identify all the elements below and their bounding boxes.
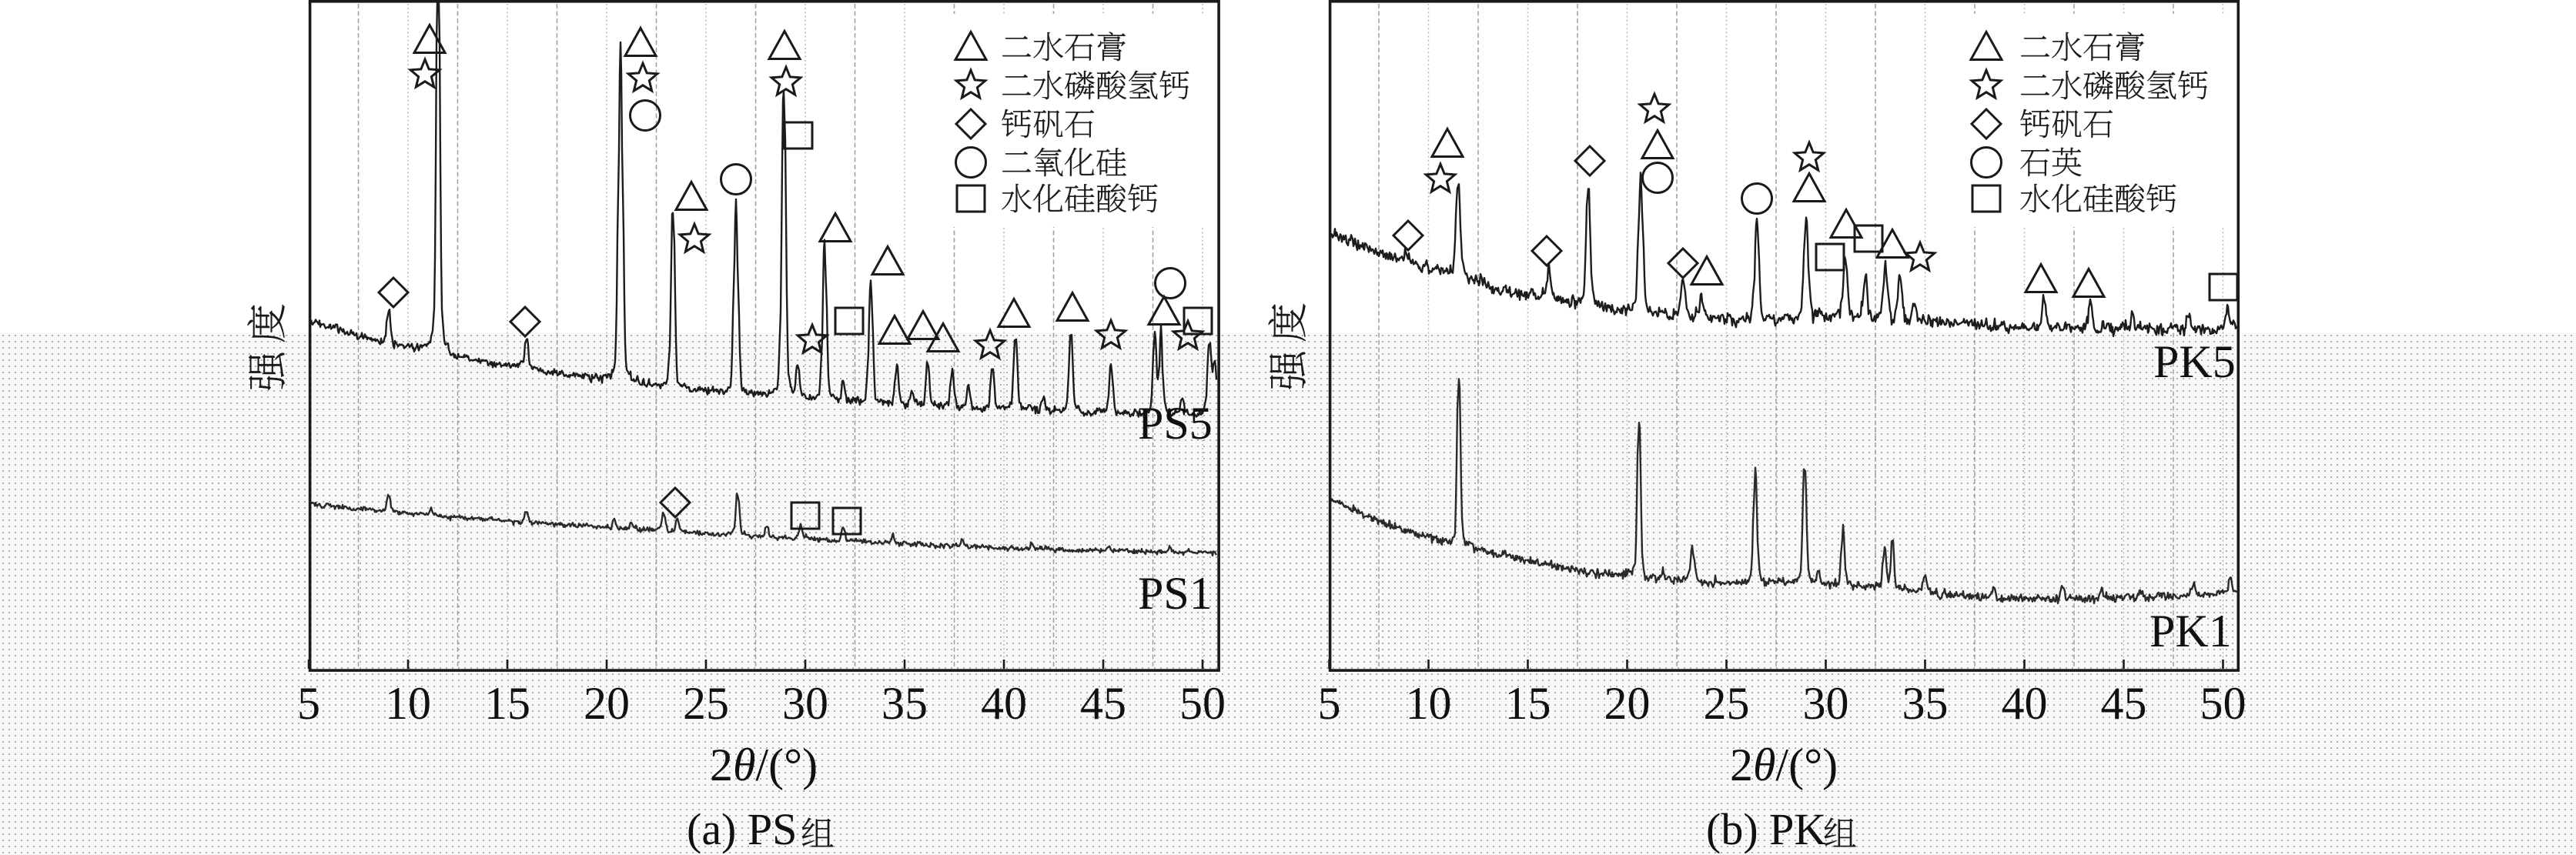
svg-text:35: 35 (1902, 678, 1949, 729)
svg-text:25: 25 (1704, 678, 1750, 729)
svg-text:10: 10 (385, 678, 431, 729)
svg-text:45: 45 (2101, 678, 2147, 729)
svg-text:5: 5 (297, 678, 320, 729)
svg-text:15: 15 (1505, 678, 1551, 729)
svg-text:PK1: PK1 (2149, 606, 2232, 656)
svg-text:2θ/(°): 2θ/(°) (710, 740, 818, 790)
svg-text:20: 20 (584, 678, 630, 729)
svg-text:15: 15 (484, 678, 530, 729)
svg-text:35: 35 (882, 678, 928, 729)
svg-text:2θ/(°): 2θ/(°) (1730, 740, 1838, 790)
svg-text:(b) PK: (b) PK (1706, 804, 1826, 854)
svg-text:10: 10 (1406, 678, 1452, 729)
svg-text:20: 20 (1604, 678, 1651, 729)
svg-text:5: 5 (1318, 678, 1341, 729)
svg-text:40: 40 (2002, 678, 2048, 729)
svg-text:50: 50 (2200, 678, 2246, 729)
svg-text:45: 45 (1080, 678, 1126, 729)
svg-text:50: 50 (1179, 678, 1226, 729)
svg-text:PS1: PS1 (1138, 568, 1213, 619)
svg-text:40: 40 (981, 678, 1027, 729)
svg-text:PS5: PS5 (1138, 398, 1213, 449)
svg-text:PK5: PK5 (2153, 336, 2236, 387)
svg-text:25: 25 (683, 678, 729, 729)
svg-text:(a) PS: (a) PS (687, 804, 797, 854)
svg-text:30: 30 (1803, 678, 1849, 729)
svg-text:30: 30 (782, 678, 828, 729)
